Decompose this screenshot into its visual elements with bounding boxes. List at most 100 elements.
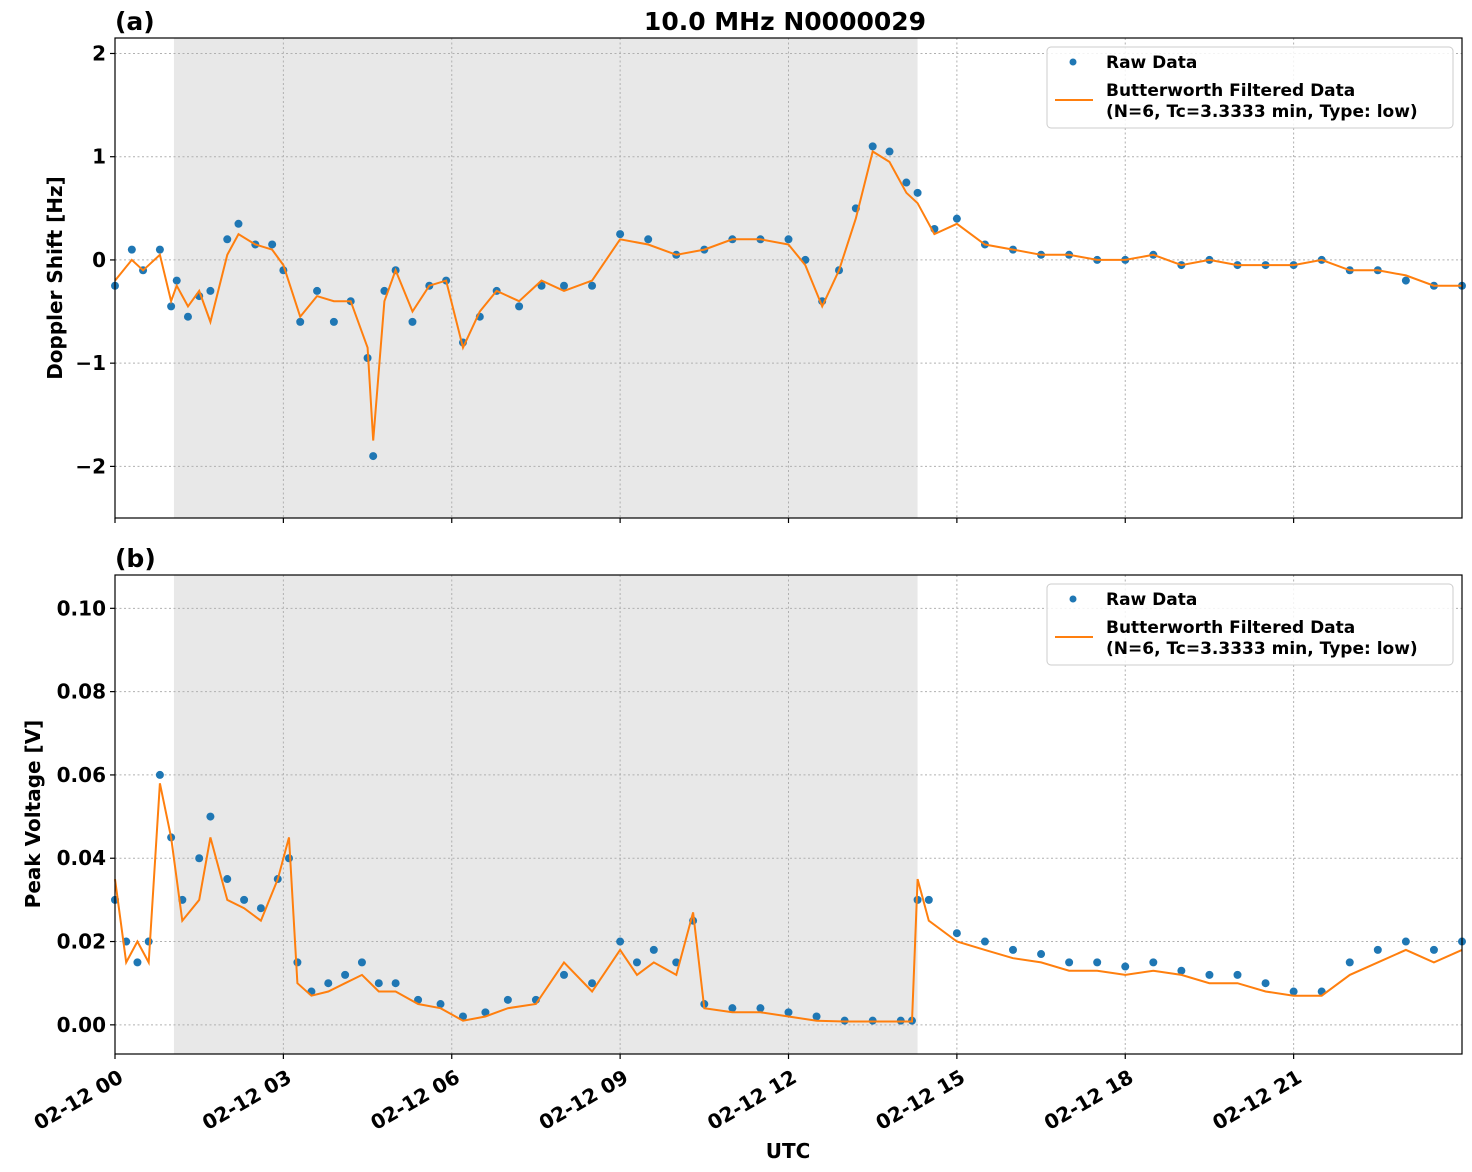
y-ticks-b: 0.10 0.08 0.06 0.04 0.02 0.00 [57,596,115,1037]
raw-data-point [515,302,524,311]
raw-data-point [1233,970,1242,979]
raw-data-point [1261,979,1270,988]
y-tick-label: 2 [92,41,106,65]
y-tick-label: 1 [92,145,106,169]
raw-data-point [1037,950,1046,959]
raw-data-point [588,979,597,988]
shaded-span-b [173,575,918,1054]
y-tick-label: 0.00 [57,1013,106,1037]
legend-raw-label-b: Raw Data [1106,590,1197,610]
raw-data-point [1429,945,1438,954]
x-tick-label: 02-12 03 [198,1065,296,1135]
raw-data-point [952,214,961,223]
y-tick-label: 0 [92,248,106,272]
raw-data-point [632,958,641,967]
raw-data-point [296,317,305,326]
panel-label-a: (a) [115,7,155,36]
raw-data-point [868,142,877,151]
raw-data-point [588,281,597,290]
raw-data-point [155,245,164,254]
raw-data-point [183,312,192,321]
raw-data-point [902,178,911,187]
raw-data-point [133,958,142,967]
doppler-shift-plot: 2 1 0 −1 −2 Doppler Shift [Hz] Raw Data Butt… [43,37,1466,523]
raw-data-point [284,854,293,863]
legend-box-b [1046,583,1454,666]
raw-data-point [1401,276,1410,285]
x-ticks-a [114,518,1295,523]
raw-data-point [369,452,378,461]
raw-data-point [293,958,302,967]
raw-data-point [223,235,232,244]
raw-data-point [560,281,568,290]
legend-filtered-params-a: (N=6, Tc=3.3333 min, Type: low) [1106,102,1418,122]
y-axis-label-b: Peak Voltage [V] [21,720,45,909]
y-tick-label: 0.08 [57,680,106,704]
raw-data-point [256,904,265,913]
y-tick-label: 0.10 [57,596,106,620]
raw-data-point [324,979,333,988]
panel-label-b: (b) [115,544,156,573]
raw-data-point [481,1008,490,1017]
y-tick-label: 0.02 [57,930,106,954]
legend-filtered-label-b: Butterworth Filtered Data [1106,618,1355,638]
raw-data-point [391,979,400,988]
y-tick-label: −1 [75,351,106,375]
x-axis-label: UTC [766,1139,811,1163]
raw-data-point [1065,958,1074,967]
raw-data-point [952,929,961,938]
raw-data-point [913,188,922,197]
y-tick-label: 0.06 [57,763,106,787]
x-tick-label: 02-12 06 [366,1065,464,1135]
y-axis-label-a: Doppler Shift [Hz] [43,176,67,380]
raw-data-point [1009,945,1017,954]
x-ticks-b: 02-12 00 02-12 03 02-12 06 02-12 09 02-12 12… [30,1054,1306,1135]
raw-data-point [560,970,568,979]
raw-data-point [206,286,215,295]
x-tick-label: 02-12 00 [30,1065,128,1135]
raw-data-point [408,317,417,326]
filtered-series-b [114,783,1463,1023]
y-tick-label: 0.04 [57,846,106,870]
legend-box-a [1046,46,1454,129]
raw-data-point [1373,945,1382,954]
raw-data-point [616,230,625,239]
raw-data-point [374,979,383,988]
raw-data-point [1121,962,1130,971]
raw-data-point [206,812,215,821]
raw-data-point [1205,970,1214,979]
raw-data-point [127,245,136,254]
raw-data-point [1345,958,1354,967]
raw-data-point [436,1000,445,1009]
raw-data-point [1289,987,1298,996]
legend-raw-marker-b [1069,595,1077,603]
raw-data-point [503,995,512,1004]
raw-data-point [812,1012,821,1021]
raw-data-point [223,875,232,884]
raw-data-point [644,235,653,244]
raw-data-point [357,958,366,967]
legend-raw-marker-a [1069,58,1077,66]
raw-data-point [649,945,658,954]
y-tick-label: −2 [75,454,106,478]
raw-data-point [728,1004,737,1013]
raw-data-point [1177,966,1186,975]
raw-data-point [1093,958,1102,967]
raw-data-point [313,286,322,295]
raw-data-point [155,770,164,779]
raw-data-point [616,937,625,946]
raw-data-point [885,147,894,156]
x-tick-label: 02-12 15 [871,1065,969,1135]
raw-data-point [784,1008,793,1017]
raw-data-point [980,937,989,946]
raw-data-point [341,970,350,979]
raw-data-point [924,895,933,904]
legend-filtered-params-b: (N=6, Tc=3.3333 min, Type: low) [1106,639,1418,659]
raw-data-point [195,854,204,863]
legend-raw-label-a: Raw Data [1106,53,1197,73]
chart-title: 10.0 MHz N0000029 [644,7,926,36]
peak-voltage-plot: 0.10 0.08 0.06 0.04 0.02 0.00 02-12 00 02-12 0… [21,574,1466,1163]
legend-a: Raw Data Butterworth Filtered Data (N=6,… [1046,46,1454,129]
x-tick-label: 02-12 12 [703,1065,801,1135]
